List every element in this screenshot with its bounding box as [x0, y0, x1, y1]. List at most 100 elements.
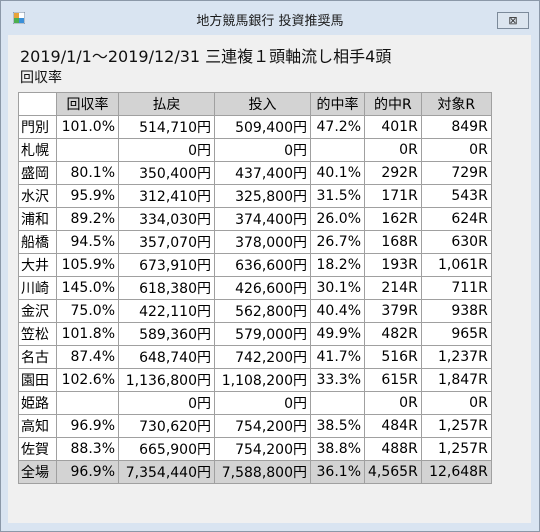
table-row[interactable]: 浦和 89.2% 334,030円 374,400円 26.0% 162R 624R — [18, 207, 492, 231]
header-return-rate[interactable]: 回収率 — [56, 92, 119, 116]
value-cell: 171R — [364, 184, 422, 208]
value-cell: 0R — [420, 138, 492, 162]
value-cell: 378,000円 — [214, 230, 311, 254]
window-title: 地方競馬銀行 投資推奨馬 — [196, 14, 344, 29]
venue-cell: 園田 — [18, 368, 57, 392]
value-cell: 38.5% — [310, 414, 365, 438]
value-cell: 41.7% — [310, 345, 365, 369]
table-row[interactable]: 高知 96.9% 730,620円 754,200円 38.5% 484R 1,257R — [18, 414, 492, 438]
value-cell: 87.4% — [56, 345, 119, 369]
value-cell: 1,847R — [420, 368, 492, 392]
value-cell: 579,000円 — [214, 322, 311, 346]
table-row[interactable]: 大井 105.9% 673,910円 636,600円 18.2% 193R 1,061R — [18, 253, 492, 277]
table-row[interactable]: 水沢 95.9% 312,410円 325,800円 31.5% 171R 543R — [18, 184, 492, 208]
venue-cell: 高知 — [18, 414, 57, 438]
value-cell: 168R — [364, 230, 422, 254]
value-cell: 488R — [364, 437, 422, 461]
value-cell: 193R — [364, 253, 422, 277]
value-cell: 214R — [364, 276, 422, 300]
value-cell: 482R — [364, 322, 422, 346]
value-cell: 292R — [364, 161, 422, 185]
venue-cell: 門別 — [18, 115, 57, 139]
header-corner — [18, 92, 57, 116]
table-row[interactable]: 園田 102.6% 1,136,800円 1,108,200円 33.3% 615R 1,8… — [18, 368, 492, 392]
header-payout[interactable]: 払戻 — [118, 92, 215, 116]
value-cell: 374,400円 — [214, 207, 311, 231]
value-cell: 101.0% — [56, 115, 119, 139]
value-cell: 589,360円 — [118, 322, 215, 346]
venue-cell: 川崎 — [18, 276, 57, 300]
value-cell: 1,237R — [420, 345, 492, 369]
title-bar[interactable]: 地方競馬銀行 投資推奨馬 ⊠ — [1, 1, 539, 35]
value-cell: 636,600円 — [214, 253, 311, 277]
value-cell: 49.9% — [310, 322, 365, 346]
value-cell: 1,257R — [420, 437, 492, 461]
value-cell: 7,588,800円 — [214, 460, 311, 484]
value-cell: 0円 — [118, 138, 215, 162]
value-cell: 12,648R — [420, 460, 492, 484]
header-target-races[interactable]: 対象R — [420, 92, 492, 116]
value-cell — [56, 138, 119, 162]
table-row[interactable]: 門別 101.0% 514,710円 509,400円 47.2% 401R 849R — [18, 115, 492, 139]
value-cell: 36.1% — [310, 460, 365, 484]
value-cell: 18.2% — [310, 253, 365, 277]
value-cell: 0円 — [214, 391, 311, 415]
value-cell: 0R — [364, 391, 422, 415]
value-cell: 162R — [364, 207, 422, 231]
value-cell: 7,354,440円 — [118, 460, 215, 484]
value-cell: 618,380円 — [118, 276, 215, 300]
value-cell: 80.1% — [56, 161, 119, 185]
table-row[interactable]: 名古 87.4% 648,740円 742,200円 41.7% 516R 1,237R — [18, 345, 492, 369]
value-cell — [56, 391, 119, 415]
value-cell: 849R — [420, 115, 492, 139]
value-cell: 1,108,200円 — [214, 368, 311, 392]
value-cell — [310, 138, 365, 162]
header-hit-races[interactable]: 的中R — [364, 92, 422, 116]
value-cell: 673,910円 — [118, 253, 215, 277]
venue-cell: 浦和 — [18, 207, 57, 231]
value-cell: 96.9% — [56, 460, 119, 484]
table-row[interactable]: 姫路 0円 0円 0R 0R — [18, 391, 492, 415]
table-row[interactable]: 札幌 0円 0円 0R 0R — [18, 138, 492, 162]
value-cell: 509,400円 — [214, 115, 311, 139]
venue-cell: 名古 — [18, 345, 57, 369]
venue-cell: 盛岡 — [18, 161, 57, 185]
table-row[interactable]: 金沢 75.0% 422,110円 562,800円 40.4% 379R 938R — [18, 299, 492, 323]
header-stake[interactable]: 投入 — [214, 92, 311, 116]
venue-cell: 水沢 — [18, 184, 57, 208]
close-button[interactable]: ⊠ — [497, 12, 529, 29]
value-cell: 30.1% — [310, 276, 365, 300]
value-cell: 40.4% — [310, 299, 365, 323]
value-cell: 938R — [420, 299, 492, 323]
client-area: 2019/1/1〜2019/12/31 三連複１頭軸流し相手4頭 回収率 回収率… — [8, 35, 531, 523]
venue-cell: 金沢 — [18, 299, 57, 323]
venue-cell: 札幌 — [18, 138, 57, 162]
venue-cell: 笠松 — [18, 322, 57, 346]
value-cell: 0R — [420, 391, 492, 415]
value-cell: 422,110円 — [118, 299, 215, 323]
venue-cell: 佐賀 — [18, 437, 57, 461]
value-cell: 0円 — [118, 391, 215, 415]
table-row[interactable]: 川崎 145.0% 618,380円 426,600円 30.1% 214R 711R — [18, 276, 492, 300]
report-subtitle: 回収率 — [20, 70, 62, 86]
value-cell: 26.7% — [310, 230, 365, 254]
value-cell: 437,400円 — [214, 161, 311, 185]
value-cell: 1,257R — [420, 414, 492, 438]
table-row[interactable]: 船橋 94.5% 357,070円 378,000円 26.7% 168R 630R — [18, 230, 492, 254]
value-cell: 101.8% — [56, 322, 119, 346]
value-cell: 711R — [420, 276, 492, 300]
table-row[interactable]: 笠松 101.8% 589,360円 579,000円 49.9% 482R 965R — [18, 322, 492, 346]
value-cell: 96.9% — [56, 414, 119, 438]
total-row[interactable]: 全場 96.9% 7,354,440円 7,588,800円 36.1% 4,565R 12… — [18, 460, 492, 484]
value-cell: 334,030円 — [118, 207, 215, 231]
table-row[interactable]: 盛岡 80.1% 350,400円 437,400円 40.1% 292R 729R — [18, 161, 492, 185]
table-row[interactable]: 佐賀 88.3% 665,900円 754,200円 38.8% 488R 1,257R — [18, 437, 492, 461]
value-cell: 325,800円 — [214, 184, 311, 208]
header-hit-rate[interactable]: 的中率 — [310, 92, 365, 116]
value-cell: 357,070円 — [118, 230, 215, 254]
value-cell: 730,620円 — [118, 414, 215, 438]
value-cell: 630R — [420, 230, 492, 254]
value-cell: 514,710円 — [118, 115, 215, 139]
venue-cell: 姫路 — [18, 391, 57, 415]
value-cell: 648,740円 — [118, 345, 215, 369]
